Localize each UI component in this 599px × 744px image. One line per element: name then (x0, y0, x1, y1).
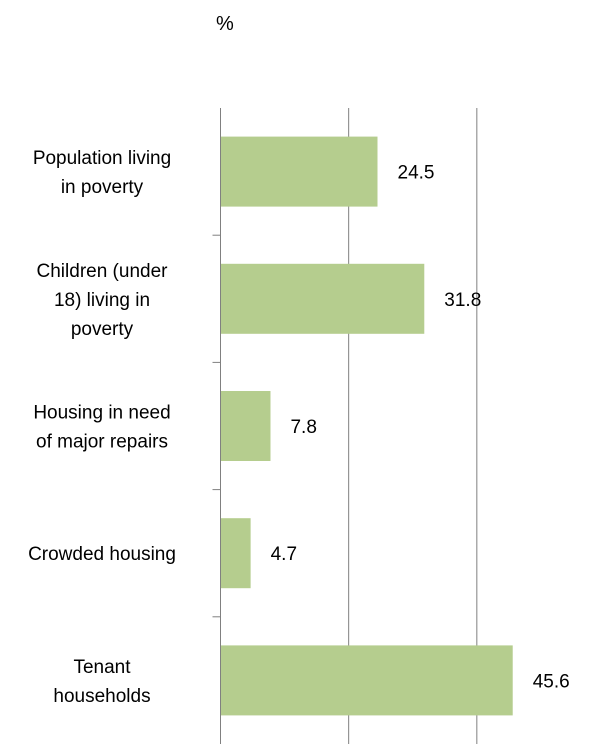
category-label-line: Tenant (73, 657, 131, 678)
unit-label: % (216, 13, 234, 35)
bar-3 (220, 518, 251, 589)
bar-2 (220, 391, 271, 461)
category-label-line: Housing in need (33, 403, 170, 424)
category-label-3: Crowded housing (28, 544, 176, 565)
category-label-line: Children (under (37, 261, 169, 282)
category-label-line: poverty (71, 319, 134, 340)
value-label-4: 45.6 (533, 671, 570, 692)
category-label-line: Population living (33, 148, 171, 169)
value-labels: 24.5 31.8 7.8 4.7 45.6 (271, 163, 570, 693)
category-label-line: Crowded housing (28, 544, 176, 565)
category-label-line: in poverty (61, 177, 144, 198)
bar-0 (220, 136, 378, 207)
category-label-0: Population living in poverty (33, 148, 171, 198)
category-label-line: of major repairs (36, 432, 168, 453)
category-label-1: Children (under 18) living in poverty (37, 261, 169, 340)
category-labels: Population living in poverty Children (und… (28, 148, 176, 707)
category-label-4: Tenant households (53, 657, 150, 707)
category-label-line: 18) living in (54, 290, 150, 311)
gridlines (212, 108, 478, 744)
value-label-2: 7.8 (290, 417, 316, 438)
value-label-3: 4.7 (271, 544, 297, 565)
category-label-line: households (53, 686, 150, 707)
category-label-2: Housing in need of major repairs (33, 403, 170, 453)
bar-4 (220, 645, 513, 716)
value-label-0: 24.5 (398, 163, 435, 184)
bars (220, 136, 513, 716)
value-label-1: 31.8 (444, 290, 481, 311)
bar-1 (220, 263, 425, 334)
